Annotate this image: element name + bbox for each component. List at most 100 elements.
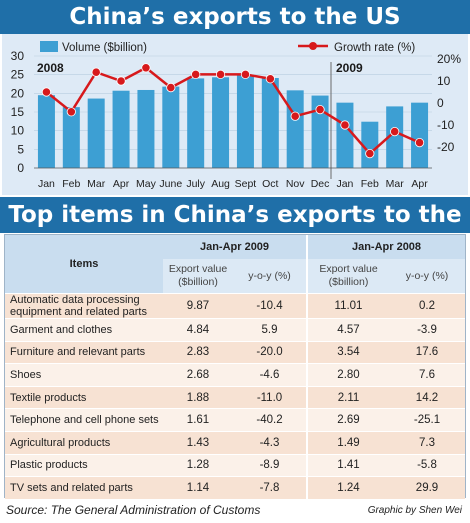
x-axis: Jan Feb Mar Apr May June July Aug Sept Oct Nov Dec J… <box>34 167 432 190</box>
growth-marker <box>66 107 76 117</box>
legend-volume-label: Volume ($billion) <box>62 42 147 54</box>
yoy-2008: 14.2 <box>389 385 465 409</box>
graphic-credit: Graphic by Shen Wei <box>367 505 462 516</box>
volume-bar <box>236 74 254 168</box>
volume-bar <box>137 89 155 168</box>
legend-volume-swatch <box>40 41 58 52</box>
growth-marker <box>191 69 201 80</box>
item-name: TV sets and related parts <box>5 476 163 499</box>
yoy-2009: -4.3 <box>233 430 307 455</box>
legend-growth-marker <box>309 42 317 50</box>
yoy-2009: -40.2 <box>233 408 307 432</box>
table-body: Automatic data processing equipment and … <box>5 293 465 499</box>
item-name: Telephone and cell phone sets <box>5 408 163 432</box>
left-tick-label: 30 <box>11 49 25 63</box>
item-name: Furniture and relevant parts <box>5 340 163 364</box>
export-value-2009: 1.88 <box>163 385 233 409</box>
yoy-2009: -4.6 <box>233 363 307 387</box>
export-value-2008: 2.69 <box>306 408 389 432</box>
year-label-2008: 2008 <box>37 61 64 75</box>
export-value-2008: 1.49 <box>306 430 389 455</box>
table-row: Automatic data processing equipment and … <box>5 293 465 319</box>
x-tick-label: Apr <box>411 178 428 190</box>
volume-bar <box>87 98 105 168</box>
volume-bar <box>37 95 55 168</box>
x-tick-label: Sept <box>235 178 257 190</box>
table-title-banner: Top items in China’s exports to the US <box>0 197 470 264</box>
yoy-2008: 7.3 <box>389 430 465 455</box>
item-name: Agricultural products <box>5 430 163 455</box>
growth-marker <box>215 69 226 80</box>
growth-marker <box>116 76 126 86</box>
growth-marker <box>315 105 325 115</box>
growth-marker <box>240 69 251 80</box>
yoy-2008: -3.9 <box>389 318 465 342</box>
exports-table: Items Jan-Apr 2009 Jan-Apr 2008 Export v… <box>4 234 466 499</box>
volume-bars <box>37 74 429 168</box>
volume-bar <box>261 78 279 168</box>
growth-marker <box>91 67 101 77</box>
right-axis: 20% 10 0 -10 -20 <box>437 52 461 154</box>
growth-marker <box>340 120 350 130</box>
item-name: Textile products <box>5 385 163 409</box>
volume-bar <box>361 121 379 168</box>
year-label-2009: 2009 <box>336 61 363 75</box>
left-tick-label: 25 <box>11 68 25 82</box>
x-tick-label: Feb <box>62 178 80 190</box>
export-value-2008: 11.01 <box>306 293 389 319</box>
legend-growth-label: Growth rate (%) <box>334 42 415 54</box>
export-value-2009: 9.87 <box>163 293 233 319</box>
chart-title-banner: China’s exports to the US <box>0 0 470 34</box>
left-axis: 0 5 10 15 20 25 30 <box>11 49 25 175</box>
yoy-2008: 29.9 <box>389 476 465 499</box>
source-note: Source: The General Administration of Cu… <box>6 503 261 517</box>
export-value-2009: 1.61 <box>163 408 233 432</box>
item-name: Automatic data processing equipment and … <box>5 293 163 319</box>
yoy-2009: -20.0 <box>233 340 307 364</box>
yoy-2008: 17.6 <box>389 340 465 364</box>
right-tick-label: 0 <box>437 96 444 110</box>
yoy-2008: -25.1 <box>389 408 465 432</box>
table-row: Agricultural products 1.43 -4.3 1.49 7.3 <box>5 430 465 455</box>
volume-bar <box>212 77 230 168</box>
export-value-2009: 1.43 <box>163 430 233 455</box>
x-tick-label: Apr <box>113 178 130 190</box>
growth-marker <box>390 127 400 137</box>
export-value-2008: 1.41 <box>306 453 389 477</box>
yoy-2008: 0.2 <box>389 293 465 319</box>
export-value-2009: 2.83 <box>163 340 233 364</box>
export-value-2009: 1.14 <box>163 476 233 499</box>
growth-marker <box>41 87 52 97</box>
right-tick-label: 10 <box>437 74 451 88</box>
growth-marker <box>414 138 425 148</box>
x-tick-label: Jan <box>336 178 353 190</box>
table-row: Plastic products 1.28 -8.9 1.41 -5.8 <box>5 453 465 477</box>
growth-marker <box>365 149 375 159</box>
growth-marker <box>141 63 151 73</box>
x-tick-label: July <box>186 178 205 190</box>
table-row: TV sets and related parts 1.14 -7.8 1.24 29.… <box>5 476 465 499</box>
yoy-2008: -5.8 <box>389 453 465 477</box>
header-2009: Jan-Apr 2009 <box>199 241 270 253</box>
x-tick-label: Jan <box>38 178 55 190</box>
export-value-2009: 2.68 <box>163 363 233 387</box>
x-tick-label: Mar <box>87 178 106 190</box>
volume-bar <box>187 78 205 168</box>
yoy-2008: 7.6 <box>389 363 465 387</box>
export-value-2008: 3.54 <box>306 340 389 364</box>
header-2008: Jan-Apr 2008 <box>306 235 465 259</box>
growth-marker <box>290 111 300 121</box>
volume-bar <box>411 102 429 168</box>
item-name: Shoes <box>5 363 163 387</box>
legend: Volume ($billion) Growth rate (%) <box>40 41 415 54</box>
export-value-2008: 4.57 <box>306 318 389 342</box>
x-tick-label: Aug <box>211 178 230 190</box>
export-value-2008: 2.11 <box>306 385 389 409</box>
subheader-yoy-2009: y-o-y (%) <box>233 259 307 294</box>
subheader-export-2008: Export value ($billion) <box>306 259 389 294</box>
x-tick-label: Feb <box>361 178 379 190</box>
growth-marker <box>166 82 176 93</box>
export-value-2008: 2.80 <box>306 363 389 387</box>
header-items: Items <box>5 235 163 294</box>
table-row: Textile products 1.88 -11.0 2.11 14.2 <box>5 385 465 409</box>
